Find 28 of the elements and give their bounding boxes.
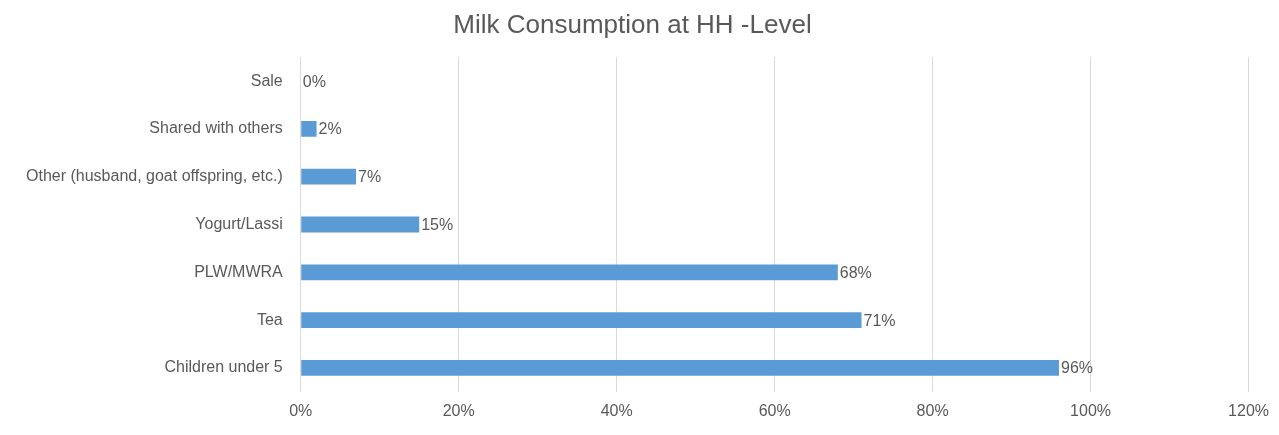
bar (301, 168, 357, 185)
bar (301, 264, 838, 281)
data-label: 0% (302, 72, 326, 90)
data-label: 15% (421, 215, 454, 233)
x-tick-label: 100% (1070, 401, 1112, 419)
bar (301, 121, 317, 137)
y-tick-label: Tea (256, 310, 283, 328)
x-tick-label: 60% (758, 401, 791, 419)
data-label: 68% (839, 263, 872, 281)
y-tick-label: PLW/MWRA (194, 262, 284, 280)
bar (301, 360, 1059, 376)
data-label: 2% (318, 120, 342, 138)
x-tick-label: 40% (600, 401, 633, 419)
data-label: 96% (1060, 359, 1094, 377)
y-tick-label: Sale (250, 71, 283, 89)
bar (301, 216, 420, 233)
x-tick-label: 120% (1228, 401, 1269, 419)
y-tick-label: Other (husband, goat offspring, etc.) (25, 167, 283, 185)
x-tick-label: 80% (916, 401, 949, 419)
x-tick-label: 0% (289, 401, 313, 419)
bar (301, 312, 862, 328)
data-label: 7% (358, 168, 382, 186)
y-tick-label: Shared with others (149, 119, 283, 137)
y-tick-label: Yogurt/Lassi (195, 214, 283, 232)
x-tick-label: 20% (442, 401, 475, 419)
y-tick-label: Children under 5 (164, 358, 283, 376)
chart-title: Milk Consumption at HH -Level (453, 8, 812, 39)
data-label: 71% (863, 311, 896, 329)
